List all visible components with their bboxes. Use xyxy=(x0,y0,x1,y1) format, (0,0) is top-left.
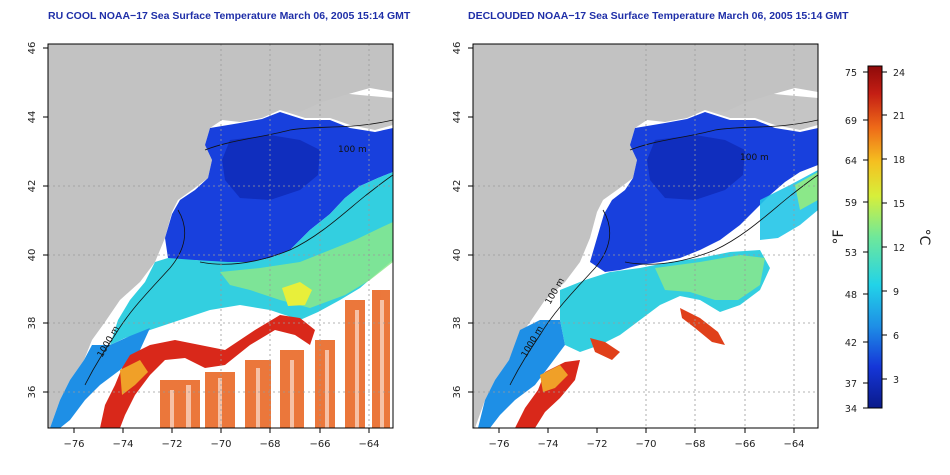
left-x-tick-label: −70 xyxy=(210,439,231,450)
left-y-tick-label: 36 xyxy=(27,386,38,399)
fahrenheit-tick-label: 69 xyxy=(845,116,857,127)
celsius-tick-label: 24 xyxy=(893,68,905,79)
right-x-tick-label: −66 xyxy=(734,439,755,450)
right-map: 100 m 100 m 1000 m xyxy=(473,44,818,428)
right-x-tick-label: −68 xyxy=(684,439,705,450)
right-contour-label-100m: 100 m xyxy=(740,153,769,163)
celsius-tick-label: 3 xyxy=(893,375,899,386)
celsius-tick-label: 15 xyxy=(893,199,905,210)
right-y-tick-label: 36 xyxy=(452,386,463,399)
right-y-tick-label: 44 xyxy=(452,111,463,124)
right-y-tick-label: 40 xyxy=(452,249,463,262)
right-y-axis xyxy=(468,47,473,393)
left-x-tick-label: −68 xyxy=(259,439,280,450)
right-grid xyxy=(473,44,818,428)
right-x-tick-label: −70 xyxy=(635,439,656,450)
right-x-tick-label: −74 xyxy=(537,439,558,450)
fahrenheit-tick-label: 42 xyxy=(845,338,857,349)
right-x-tick-label: −72 xyxy=(586,439,607,450)
fahrenheit-tick-label: 59 xyxy=(845,198,857,209)
left-y-tick-label: 42 xyxy=(27,180,38,193)
right-y-tick-label: 42 xyxy=(452,180,463,193)
celsius-unit-label: °C xyxy=(916,229,932,246)
fahrenheit-tick-label: 64 xyxy=(845,156,857,167)
left-x-tick-label: −64 xyxy=(358,439,379,450)
fahrenheit-unit-label: °F xyxy=(831,229,847,244)
fahrenheit-tick-label: 48 xyxy=(845,290,857,301)
fahrenheit-tick-label: 53 xyxy=(845,248,857,259)
left-y-axis xyxy=(43,47,48,393)
right-x-tick-label: −64 xyxy=(783,439,804,450)
celsius-tick-label: 12 xyxy=(893,243,905,254)
right-x-axis xyxy=(498,428,795,433)
left-land xyxy=(48,44,393,428)
left-contour-label-100m: 100 m xyxy=(338,145,367,155)
fahrenheit-tick-label: 37 xyxy=(845,379,857,390)
celsius-tick-label: 21 xyxy=(893,111,905,122)
left-y-tick-label: 40 xyxy=(27,249,38,262)
right-x-tick-label: −76 xyxy=(488,439,509,450)
colorbar-ticks xyxy=(863,71,887,409)
right-panel-title: DECLOUDED NOAA−17 Sea Surface Temperatur… xyxy=(468,10,849,22)
left-panel-title: RU COOL NOAA−17 Sea Surface Temperature … xyxy=(48,10,411,22)
left-y-tick-label: 38 xyxy=(27,317,38,330)
left-x-tick-label: −66 xyxy=(309,439,330,450)
left-x-tick-label: −76 xyxy=(63,439,84,450)
fahrenheit-tick-label: 34 xyxy=(845,404,857,415)
temperature-colorbar xyxy=(867,65,883,409)
celsius-tick-label: 18 xyxy=(893,155,905,166)
celsius-tick-label: 9 xyxy=(893,287,899,298)
left-y-tick-label: 46 xyxy=(27,42,38,55)
left-x-axis xyxy=(73,428,370,433)
left-grid xyxy=(48,44,393,428)
right-y-tick-label: 46 xyxy=(452,42,463,55)
left-map: 100 m 1000 m xyxy=(48,44,393,428)
right-land xyxy=(473,44,818,428)
left-x-tick-label: −72 xyxy=(161,439,182,450)
left-x-tick-label: −74 xyxy=(112,439,133,450)
right-y-tick-label: 38 xyxy=(452,317,463,330)
left-y-tick-label: 44 xyxy=(27,111,38,124)
celsius-tick-label: 6 xyxy=(893,331,899,342)
fahrenheit-tick-label: 75 xyxy=(845,68,857,79)
